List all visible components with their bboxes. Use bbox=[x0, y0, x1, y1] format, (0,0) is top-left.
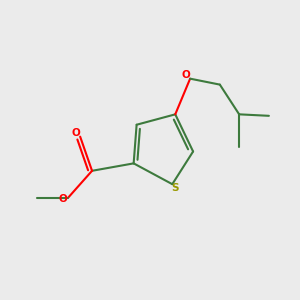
Text: O: O bbox=[71, 128, 80, 138]
Text: S: S bbox=[171, 183, 178, 193]
Text: O: O bbox=[181, 70, 190, 80]
Text: O: O bbox=[58, 194, 67, 204]
